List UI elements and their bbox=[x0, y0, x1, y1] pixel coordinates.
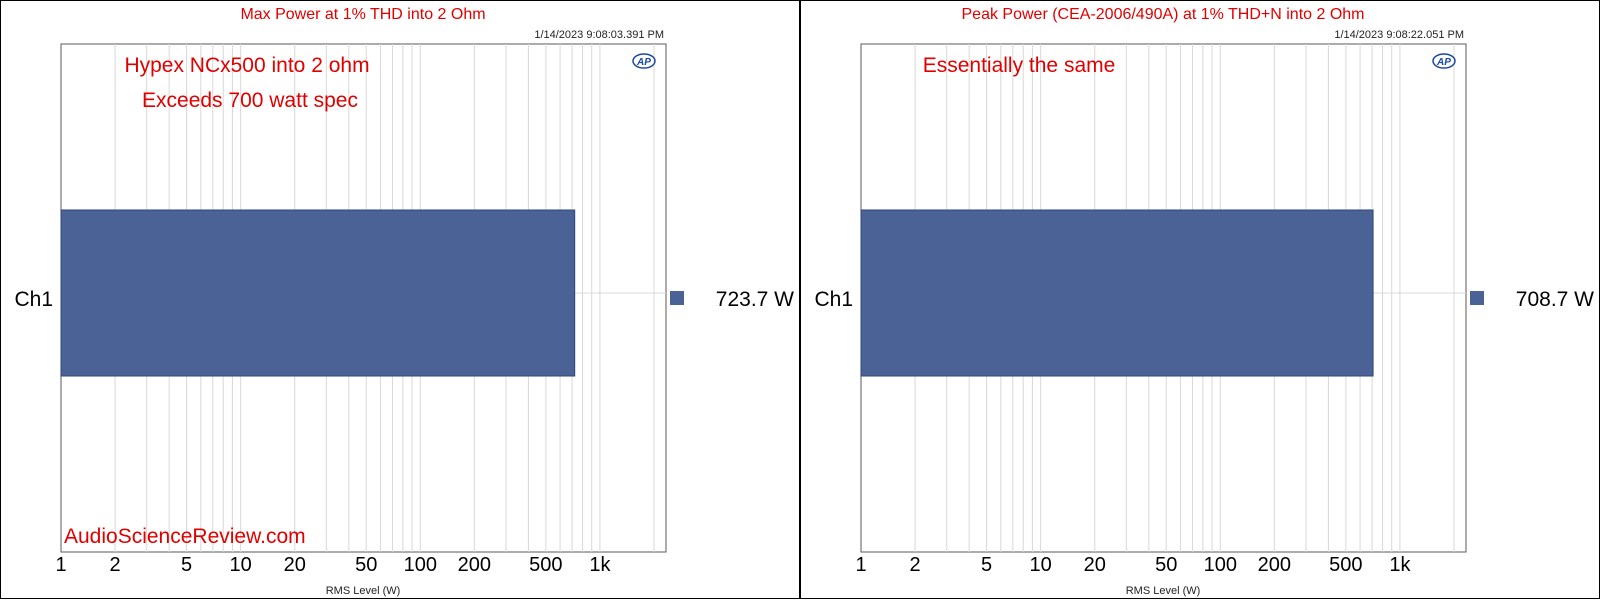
x-tick-label: 10 bbox=[230, 554, 252, 576]
chart-timestamp: 1/14/2023 9:08:22.051 PM bbox=[1334, 29, 1464, 41]
x-tick-label: 10 bbox=[1030, 554, 1052, 576]
bars bbox=[860, 209, 1374, 377]
x-tick-label: 200 bbox=[1258, 554, 1291, 576]
category-label: Ch1 bbox=[814, 288, 853, 311]
x-tick-label: 50 bbox=[355, 554, 377, 576]
chart-panel-left: Max Power at 1% THD into 2 Ohm 1/14/2023… bbox=[0, 0, 800, 599]
x-tick-label: 5 bbox=[981, 554, 992, 576]
audio-precision-logo-icon bbox=[632, 53, 656, 69]
x-tick-label: 100 bbox=[1204, 554, 1237, 576]
value-label: 723.7 W bbox=[716, 288, 794, 311]
category-label: Ch1 bbox=[14, 288, 53, 311]
logo-text: AP bbox=[636, 57, 651, 68]
bars bbox=[60, 209, 576, 377]
ap-logo: AP bbox=[632, 53, 656, 69]
logo-text: AP bbox=[1436, 57, 1451, 68]
chart-panel-right: Peak Power (CEA-2006/490A) at 1% THD+N i… bbox=[800, 0, 1600, 599]
annotation-line-2: Exceeds 700 watt spec bbox=[142, 89, 358, 112]
audio-precision-logo-icon bbox=[1432, 53, 1456, 69]
x-tick-label: 2 bbox=[910, 554, 921, 576]
x-tick-labels: 1 2 5 10 20 50 100 200 500 1k bbox=[855, 554, 1411, 576]
annotation-line-1: Essentially the same bbox=[923, 54, 1116, 77]
watermark: AudioScienceReview.com bbox=[64, 525, 306, 548]
x-tick-label: 500 bbox=[1329, 554, 1362, 576]
x-tick-label: 20 bbox=[1084, 554, 1106, 576]
x-tick-label: 200 bbox=[458, 554, 491, 576]
x-axis-label: RMS Level (W) bbox=[1126, 585, 1201, 597]
value-label: 708.7 W bbox=[1516, 288, 1594, 311]
legend-swatch bbox=[1470, 291, 1484, 305]
x-tick-label: 1 bbox=[855, 554, 866, 576]
ap-logo: AP bbox=[1432, 53, 1456, 69]
x-tick-label: 5 bbox=[181, 554, 192, 576]
x-tick-label: 100 bbox=[404, 554, 437, 576]
bar-ch1 bbox=[860, 209, 1374, 377]
x-tick-labels: 1 2 5 10 20 50 100 200 500 1k bbox=[55, 554, 611, 576]
annotation-line-1: Hypex NCx500 into 2 ohm bbox=[124, 54, 369, 77]
chart-title: Max Power at 1% THD into 2 Ohm bbox=[240, 6, 485, 23]
chart-left-svg: Max Power at 1% THD into 2 Ohm 1/14/2023… bbox=[14, 6, 794, 597]
x-tick-label: 50 bbox=[1155, 554, 1177, 576]
x-tick-label: 500 bbox=[529, 554, 562, 576]
chart-right-svg: Peak Power (CEA-2006/490A) at 1% THD+N i… bbox=[814, 6, 1594, 597]
x-tick-label: 2 bbox=[110, 554, 121, 576]
x-tick-label: 1 bbox=[55, 554, 66, 576]
x-tick-label: 1k bbox=[589, 554, 611, 576]
legend-swatch bbox=[670, 291, 684, 305]
x-tick-label: 20 bbox=[284, 554, 306, 576]
x-tick-label: 1k bbox=[1389, 554, 1411, 576]
x-axis-label: RMS Level (W) bbox=[326, 585, 401, 597]
bar-ch1 bbox=[60, 209, 576, 377]
chart-timestamp: 1/14/2023 9:08:03.391 PM bbox=[534, 29, 664, 41]
chart-title: Peak Power (CEA-2006/490A) at 1% THD+N i… bbox=[962, 6, 1365, 23]
